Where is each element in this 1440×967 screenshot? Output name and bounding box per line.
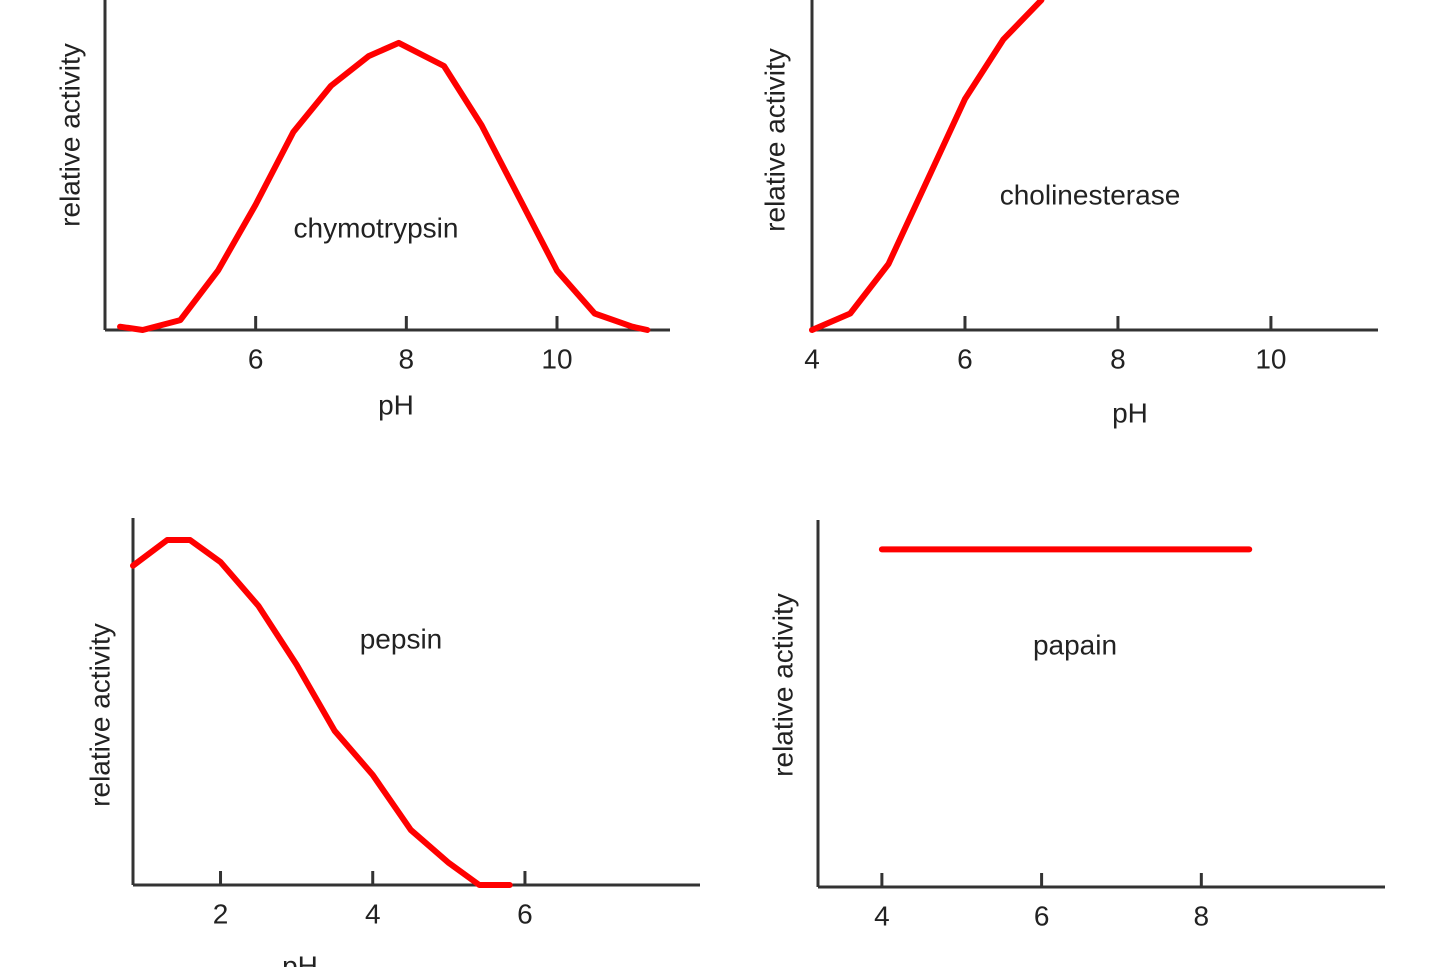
annotation: pepsin — [360, 623, 443, 654]
x-tick-label: 6 — [957, 343, 973, 374]
x-tick-label: 6 — [1034, 900, 1050, 931]
x-tick-label: 6 — [517, 898, 533, 929]
y-axis-label: relative activity — [84, 623, 115, 807]
y-axis-label: relative activity — [767, 593, 798, 777]
data-line — [809, 0, 1045, 333]
x-tick-label: 2 — [213, 898, 229, 929]
x-tick-label: 8 — [399, 343, 415, 374]
x-tick-label: 4 — [804, 343, 820, 374]
x-tick-label: 10 — [541, 343, 572, 374]
x-tick-label: 6 — [248, 343, 264, 374]
x-tick-label: 8 — [1110, 343, 1126, 374]
data-line — [130, 537, 513, 888]
x-tick-label: 10 — [1255, 343, 1286, 374]
annotation: cholinesterase — [1000, 179, 1181, 210]
annotation: chymotrypsin — [294, 212, 459, 243]
y-axis-label: relative activity — [54, 43, 85, 227]
x-tick-label: 8 — [1194, 900, 1210, 931]
x-tick-label: 4 — [365, 898, 381, 929]
x-axis-label: pH — [1112, 397, 1148, 428]
x-axis-label: pH — [282, 950, 318, 967]
annotation: papain — [1033, 629, 1117, 660]
data-line — [117, 39, 651, 333]
y-axis-label: relative activity — [759, 48, 790, 232]
x-tick-label: 4 — [874, 900, 890, 931]
x-axis-label: pH — [378, 389, 414, 420]
